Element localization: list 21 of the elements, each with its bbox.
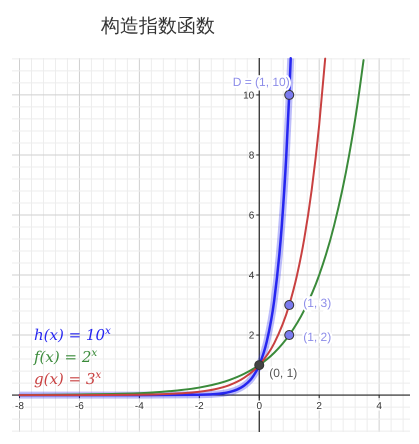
point <box>284 90 294 100</box>
series-label: g(x) = 3$^{x}$ <box>34 369 102 388</box>
data-label: (0, 1) <box>269 366 298 380</box>
point <box>284 330 294 340</box>
x-tick-label: -4 <box>134 401 144 412</box>
text: h(x) = 10$^{x}$ <box>34 325 112 344</box>
y-tick-label: 6 <box>248 210 255 222</box>
point <box>284 300 294 310</box>
series-label: f(x) = 2$^{x}$ <box>33 347 98 366</box>
data-label: (1, 2) <box>303 330 332 344</box>
x-tick-label: -2 <box>194 401 204 412</box>
chart-title: 构造指数函数 <box>100 15 215 37</box>
x-tick-label: 2 <box>316 401 322 412</box>
x-tick-label: -6 <box>74 401 84 412</box>
y-tick-label: 10 <box>243 90 255 102</box>
x-tick-label: -8 <box>15 401 24 412</box>
y-tick-label: 8 <box>248 150 255 162</box>
y-tick-label: 2 <box>248 330 255 342</box>
y-tick-label: 4 <box>248 270 255 282</box>
point <box>254 360 264 370</box>
x-tick-label: 4 <box>376 401 382 412</box>
